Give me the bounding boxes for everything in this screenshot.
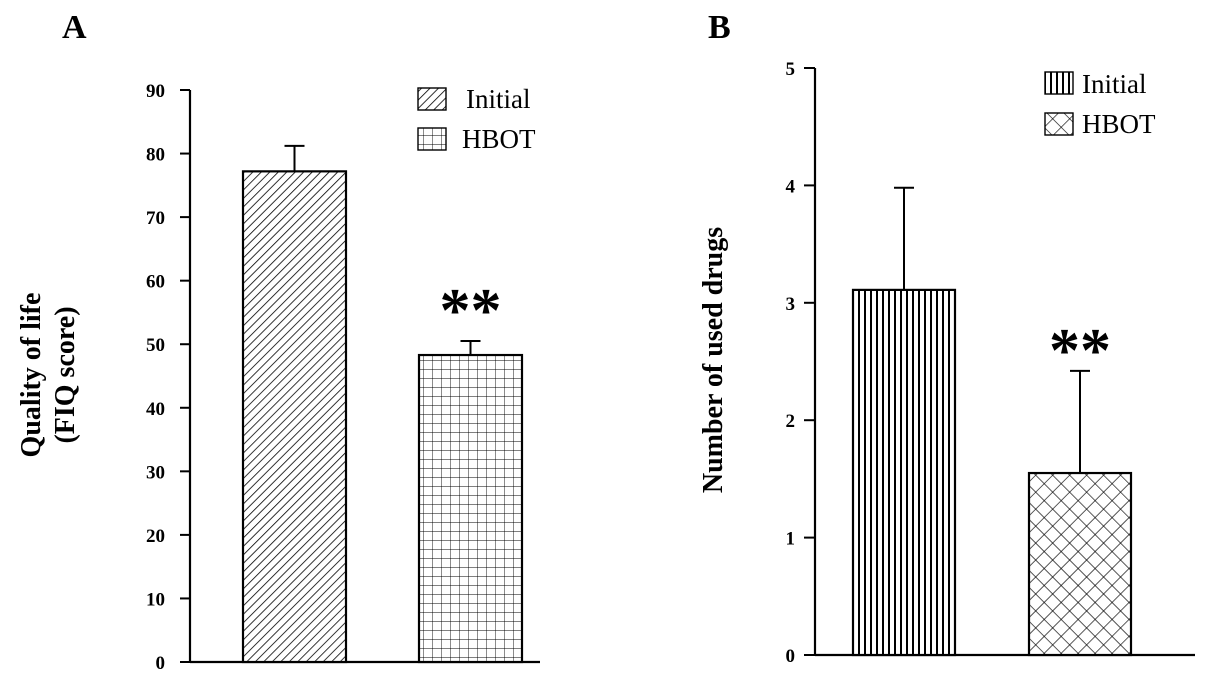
panel-a-y-axis-title-line-2: (FIQ score) bbox=[50, 306, 81, 443]
legend-swatch-initial bbox=[417, 87, 447, 111]
panel-a-y-axis-title-line-1: Quality of life bbox=[16, 293, 47, 458]
legend-label-initial: Initial bbox=[466, 84, 530, 114]
legend-swatch-initial bbox=[1044, 71, 1074, 95]
legend-label-initial: Initial bbox=[1082, 69, 1146, 99]
panel-b-y-axis-title: Number of used drugs bbox=[698, 227, 729, 493]
bar-hbot bbox=[1027, 471, 1133, 657]
y-tick-label: 1 bbox=[786, 529, 796, 550]
significance-marker-hbot: ** bbox=[1049, 317, 1111, 385]
y-tick-label: 20 bbox=[146, 526, 165, 547]
legend-swatch-hbot bbox=[1044, 112, 1074, 136]
bar-hbot bbox=[417, 353, 524, 664]
y-tick-label: 60 bbox=[146, 272, 165, 293]
legend-swatch-hbot bbox=[417, 127, 447, 151]
bar-initial bbox=[851, 288, 957, 657]
panel-b-label: B bbox=[708, 9, 731, 46]
panel-b: B Number of used drugs 0 1 2 3 4 5 ** Initial … bbox=[698, 9, 1195, 667]
panel-a-plot-area: 0 10 20 30 40 50 60 70 80 90 ** bbox=[146, 81, 540, 674]
panel-b-plot-area: 0 1 2 3 4 5 ** bbox=[786, 59, 1195, 667]
panel-b-legend: Initial HBOT bbox=[1044, 69, 1156, 139]
y-tick-label: 4 bbox=[786, 176, 796, 197]
panel-a: A Quality of life (FIQ score) 0 10 20 30 40 5… bbox=[16, 9, 540, 674]
y-tick-label: 5 bbox=[786, 59, 796, 80]
y-tick-label: 40 bbox=[146, 399, 165, 420]
significance-marker-hbot: ** bbox=[440, 277, 502, 345]
y-tick-label: 80 bbox=[146, 145, 165, 166]
y-tick-label: 0 bbox=[786, 646, 796, 667]
panel-a-y-axis-title: Quality of life (FIQ score) bbox=[16, 293, 81, 458]
legend-label-hbot: HBOT bbox=[1082, 109, 1156, 139]
bar-initial bbox=[241, 170, 348, 664]
panel-b-y-axis-title-line-1: Number of used drugs bbox=[698, 227, 729, 493]
panel-a-label: A bbox=[62, 9, 87, 46]
y-tick-label: 0 bbox=[156, 653, 166, 674]
panel-a-legend: Initial HBOT bbox=[417, 84, 536, 154]
y-tick-label: 2 bbox=[786, 411, 796, 432]
y-tick-label: 50 bbox=[146, 335, 165, 356]
y-tick-label: 30 bbox=[146, 462, 165, 483]
legend-label-hbot: HBOT bbox=[462, 124, 536, 154]
y-tick-label: 10 bbox=[146, 589, 165, 610]
y-tick-label: 70 bbox=[146, 208, 165, 229]
y-tick-label: 90 bbox=[146, 81, 165, 102]
y-tick-label: 3 bbox=[786, 294, 796, 315]
